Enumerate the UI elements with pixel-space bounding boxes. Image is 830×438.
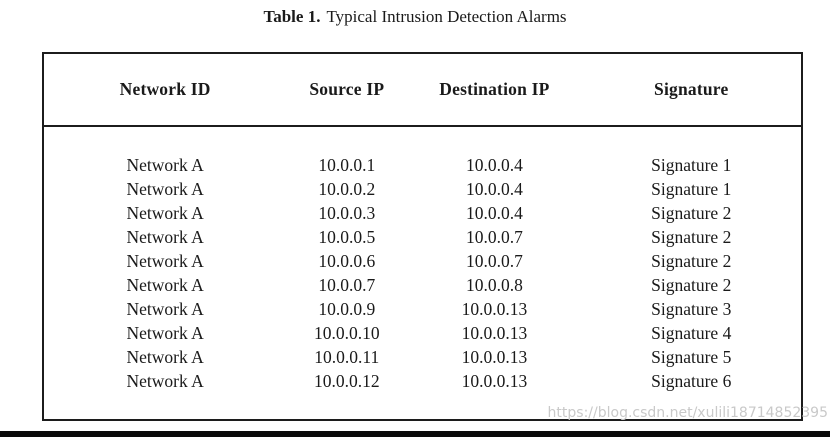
cell-network-id: Network A [126, 179, 204, 199]
cell-network-id: Network A [126, 251, 204, 271]
cell-destination-ip: 10.0.0.13 [461, 323, 528, 343]
table-caption-title: Typical Intrusion Detection Alarms [326, 7, 567, 26]
table-row: Network A 10.0.0.5 10.0.0.7 Signature 2 [44, 225, 801, 249]
cell-destination-ip: 10.0.0.4 [465, 179, 523, 199]
cell-source-ip: 10.0.0.12 [313, 371, 380, 391]
table-row: Network A 10.0.0.12 10.0.0.13 Signature 6 [44, 369, 801, 393]
table-caption: Table 1. Typical Intrusion Detection Alar… [0, 6, 830, 28]
bottom-bar [0, 431, 830, 437]
cell-network-id: Network A [126, 323, 204, 343]
cell-destination-ip: 10.0.0.8 [465, 275, 523, 295]
cell-network-id: Network A [126, 275, 204, 295]
cell-destination-ip: 10.0.0.4 [465, 155, 523, 175]
cell-signature: Signature 2 [651, 227, 732, 247]
column-header-source-ip: Source IP [286, 54, 408, 127]
cell-signature: Signature 1 [651, 179, 732, 199]
cell-signature: Signature 5 [651, 347, 732, 367]
cell-source-ip: 10.0.0.1 [318, 155, 376, 175]
table-row: Network A 10.0.0.9 10.0.0.13 Signature 3 [44, 297, 801, 321]
alarm-table: Network ID Source IP Destination IP Sign… [44, 54, 801, 393]
column-header-signature: Signature [581, 54, 801, 127]
table-row: Network A 10.0.0.11 10.0.0.13 Signature 5 [44, 345, 801, 369]
table-body: Network A 10.0.0.1 10.0.0.4 Signature 1 Netw… [44, 126, 801, 393]
table-row: Network A 10.0.0.1 10.0.0.4 Signature 1 [44, 126, 801, 177]
cell-signature: Signature 2 [651, 275, 732, 295]
column-header-destination-ip: Destination IP [407, 54, 582, 127]
cell-source-ip: 10.0.0.2 [318, 179, 376, 199]
cell-network-id: Network A [126, 203, 204, 223]
cell-network-id: Network A [126, 299, 204, 319]
header-row: Network ID Source IP Destination IP Sign… [44, 54, 801, 127]
cell-signature: Signature 3 [651, 299, 732, 319]
watermark-url: https://blog.csdn.net/xulili18714852395 [547, 405, 828, 421]
cell-source-ip: 10.0.0.7 [318, 275, 376, 295]
alarm-table-box: Network ID Source IP Destination IP Sign… [42, 52, 803, 421]
cell-network-id: Network A [126, 347, 204, 367]
cell-signature: Signature 6 [651, 371, 732, 391]
cell-source-ip: 10.0.0.9 [318, 299, 376, 319]
cell-network-id: Network A [126, 371, 204, 391]
cell-signature: Signature 1 [651, 155, 732, 175]
cell-source-ip: 10.0.0.6 [318, 251, 376, 271]
cell-destination-ip: 10.0.0.13 [461, 299, 528, 319]
cell-network-id: Network A [126, 227, 204, 247]
table-row: Network A 10.0.0.2 10.0.0.4 Signature 1 [44, 177, 801, 201]
cell-signature: Signature 2 [651, 251, 732, 271]
table-row: Network A 10.0.0.6 10.0.0.7 Signature 2 [44, 249, 801, 273]
cell-destination-ip: 10.0.0.4 [465, 203, 523, 223]
cell-source-ip: 10.0.0.5 [318, 227, 376, 247]
table-row: Network A 10.0.0.7 10.0.0.8 Signature 2 [44, 273, 801, 297]
cell-signature: Signature 4 [651, 323, 732, 343]
table-row: Network A 10.0.0.10 10.0.0.13 Signature 4 [44, 321, 801, 345]
cell-destination-ip: 10.0.0.13 [461, 371, 528, 391]
column-header-network-id: Network ID [44, 54, 287, 127]
table-row: Network A 10.0.0.3 10.0.0.4 Signature 2 [44, 201, 801, 225]
cell-source-ip: 10.0.0.3 [318, 203, 376, 223]
cell-source-ip: 10.0.0.11 [314, 347, 380, 367]
cell-destination-ip: 10.0.0.7 [465, 227, 523, 247]
cell-destination-ip: 10.0.0.13 [461, 347, 528, 367]
cell-destination-ip: 10.0.0.7 [465, 251, 523, 271]
cell-network-id: Network A [126, 155, 204, 175]
table-caption-label: Table 1. [263, 7, 321, 26]
cell-source-ip: 10.0.0.10 [313, 323, 380, 343]
cell-signature: Signature 2 [651, 203, 732, 223]
